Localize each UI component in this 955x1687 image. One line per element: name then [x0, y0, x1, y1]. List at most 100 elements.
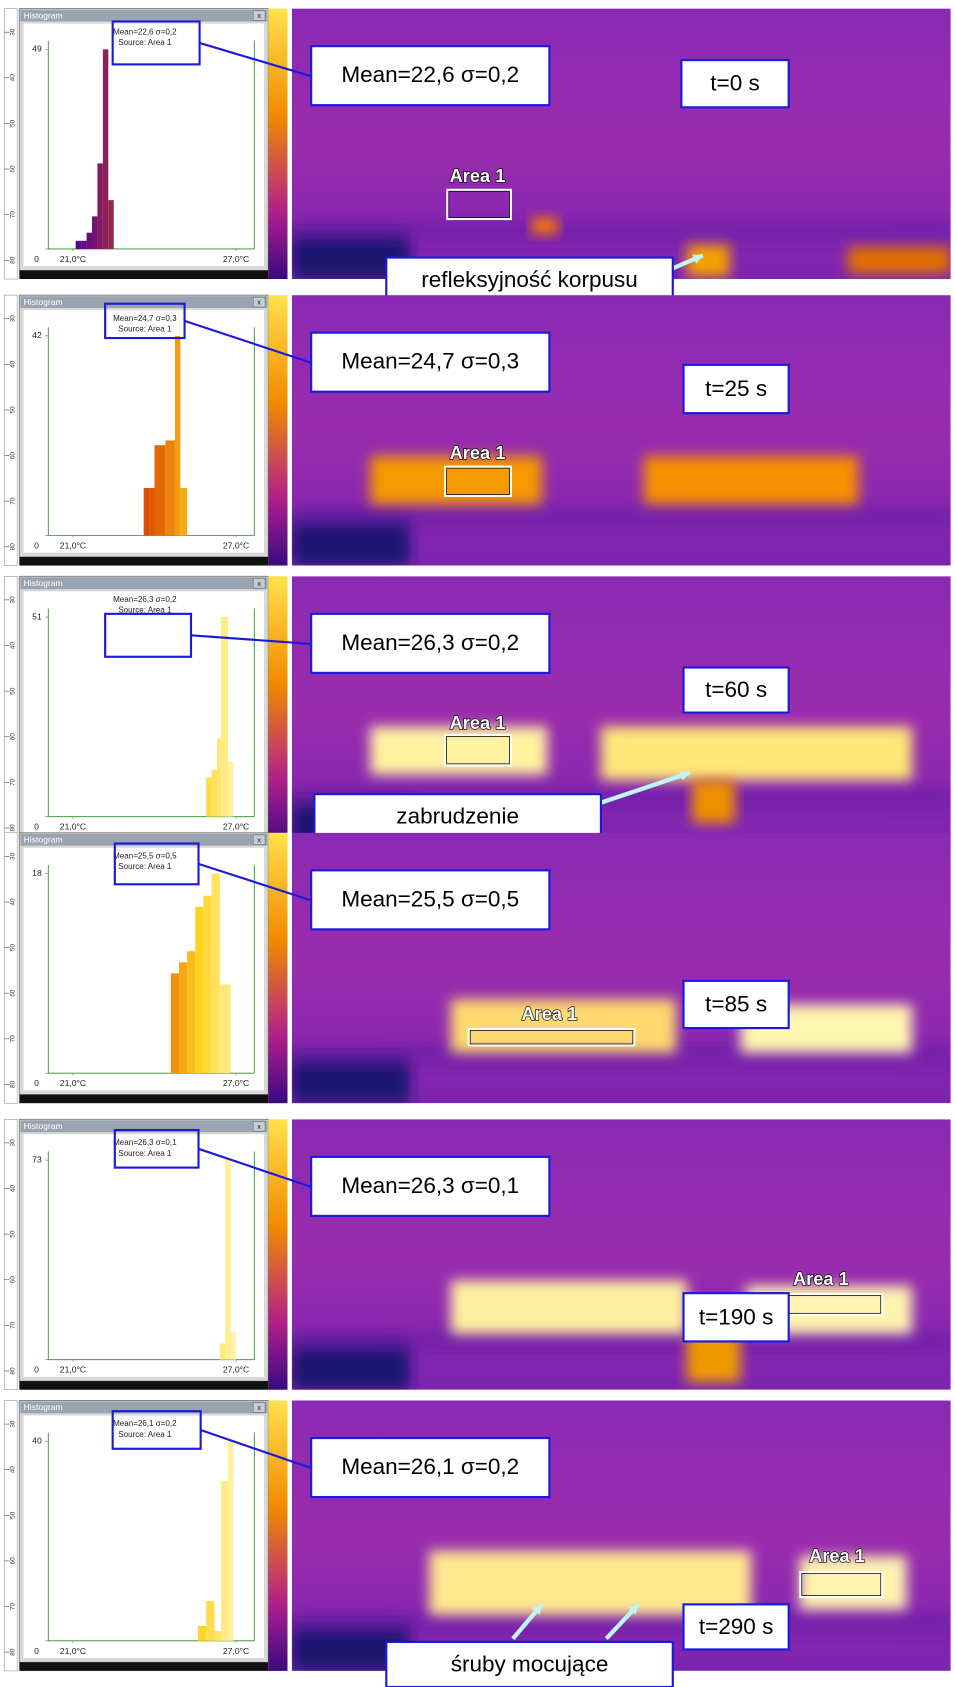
area-label: Area 1 — [522, 1003, 578, 1024]
ruler-label: 80 — [10, 1648, 17, 1656]
source-label: Source: Area 1 — [118, 325, 172, 334]
y-tick-label: 49 — [32, 44, 42, 54]
ruler-label: 70 — [10, 1321, 17, 1329]
color-scale — [268, 1400, 288, 1671]
ruler-label: 40 — [10, 1466, 17, 1474]
x-tick-label: 21,0°C — [60, 254, 86, 264]
close-label: x — [257, 579, 261, 588]
histogram-bar — [217, 738, 222, 817]
panel: 30 40 50 60 70 80 Histogram x 51 0 21,0°C 27,0°C Mea… — [4, 575, 951, 847]
close-button[interactable] — [252, 834, 266, 845]
x-tick-label: 21,0°C — [60, 1078, 86, 1088]
x-tick-label: 21,0°C — [60, 1365, 86, 1375]
y-tick-label: 0 — [34, 1365, 39, 1375]
arrow — [600, 770, 691, 805]
close-button[interactable] — [252, 578, 266, 589]
histogram-bar — [219, 984, 231, 1074]
area-label: Area 1 — [450, 442, 506, 463]
hot-region — [643, 456, 859, 505]
ruler-label: 70 — [10, 778, 17, 786]
scale-gap — [287, 8, 292, 280]
taskbar — [19, 556, 269, 566]
histogram-bar — [198, 1625, 207, 1641]
y-tick-label: 51 — [32, 611, 42, 621]
ruler-label: 60 — [10, 165, 17, 173]
time-label: t=85 s — [705, 991, 767, 1016]
note-label: refleksyjność korpusu — [421, 267, 637, 292]
x-tick-label: 21,0°C — [60, 541, 86, 551]
close-button[interactable] — [252, 10, 266, 21]
time-label: t=60 s — [705, 677, 767, 702]
close-button[interactable] — [252, 1121, 266, 1132]
window-title: Histogram — [24, 835, 63, 845]
connector — [184, 319, 312, 364]
histogram-bar — [180, 487, 188, 536]
close-label: x — [257, 1403, 261, 1412]
source-label: Source: Area 1 — [118, 1149, 172, 1158]
ruler-label: 60 — [10, 733, 17, 741]
histogram-bar — [227, 761, 234, 817]
mean-box — [310, 1436, 551, 1499]
title-bar — [20, 833, 268, 846]
x-tick-label: 21,0°C — [60, 822, 86, 832]
y-tick-label: 0 — [34, 1078, 39, 1088]
ruler-label: 80 — [10, 543, 17, 551]
x-tick-label: 27,0°C — [223, 1078, 249, 1088]
y-tick-label: 40 — [32, 1436, 42, 1446]
area-box — [446, 188, 512, 221]
histogram-bar — [143, 487, 150, 536]
panel: 30 40 50 60 70 80 Histogram x 42 0 21,0°C 27,0°C Mea… — [4, 294, 951, 566]
histogram-bar — [75, 240, 82, 249]
dark-band — [291, 506, 951, 528]
panel: 30 40 50 60 70 80 Histogram x 18 0 21,0°C 27,0°C Mea… — [4, 832, 951, 1104]
title-bar — [20, 296, 268, 308]
histogram-bar — [102, 49, 109, 249]
area-label: Area 1 — [450, 712, 506, 733]
connector — [190, 634, 312, 645]
area-box-inner — [448, 190, 510, 219]
area-box-inner — [446, 736, 510, 765]
source-label: Source: Area 1 — [118, 862, 172, 871]
mean-box — [310, 45, 551, 107]
y-tick-label: 0 — [34, 254, 39, 264]
histogram-bar — [227, 1441, 234, 1641]
ruler-label: 30 — [10, 315, 17, 323]
ruler-label: 40 — [10, 74, 17, 82]
connector — [200, 1428, 312, 1470]
mean-label: Mean=26,3 σ=0,2 — [341, 630, 519, 655]
histogram-bar — [108, 200, 114, 249]
ruler-label: 80 — [10, 1080, 17, 1088]
color-scale — [268, 8, 288, 280]
histogram-bar — [206, 777, 212, 817]
ruler-label: 30 — [10, 596, 17, 604]
area-label: Area 1 — [809, 1545, 865, 1566]
ruler-label: 60 — [10, 452, 17, 460]
mean-label: Mean=22,6 σ=0,2 — [341, 62, 519, 87]
area-box-inner — [446, 467, 510, 495]
close-button[interactable] — [252, 1402, 266, 1413]
source-label: Source: Area 1 — [118, 1430, 172, 1439]
histogram-bar — [206, 1600, 215, 1641]
ruler-label: 40 — [10, 360, 17, 368]
panel: 30 40 50 60 70 80 Histogram x 49 0 21,0°C 27,0°C Mea… — [4, 8, 951, 304]
arrow-head — [628, 1604, 639, 1615]
area-box — [799, 1570, 884, 1599]
histogram-bar — [211, 873, 220, 1074]
ruler-label: 50 — [10, 944, 17, 952]
ruler-label: 70 — [10, 1035, 17, 1043]
ruler-label: 60 — [10, 989, 17, 997]
y-tick-label: 73 — [32, 1154, 42, 1164]
close-label: x — [257, 835, 261, 844]
note-label: śruby mocujące — [451, 1651, 609, 1676]
histogram-bar — [203, 895, 212, 1074]
time-label: t=190 s — [699, 1304, 773, 1329]
dark-band — [291, 219, 951, 242]
histogram-bar — [178, 962, 188, 1074]
title-bar — [20, 1120, 268, 1133]
stats-label: Mean=24,7 σ=0,3 — [113, 314, 177, 323]
color-scale — [268, 832, 288, 1104]
scale-gap — [287, 295, 292, 566]
close-button[interactable] — [252, 296, 266, 308]
ruler — [4, 8, 18, 280]
ruler — [4, 1400, 18, 1672]
